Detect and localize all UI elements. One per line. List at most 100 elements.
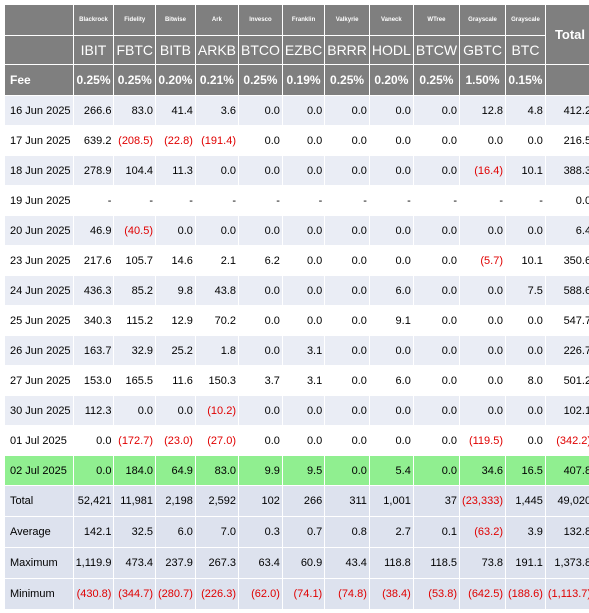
row-total-cell: 547.7 xyxy=(544,305,589,336)
flow-cell: 115.2 xyxy=(113,305,157,336)
summary-cell: (23,333) xyxy=(459,485,507,517)
table-row: 18 Jun 2025 278.9 104.4 11.3 0.0 0.0 0.0 0.0 0.0… xyxy=(4,155,589,186)
summary-cell: 32.5 xyxy=(113,516,157,548)
flow-cell: 41.4 xyxy=(155,95,196,126)
row-date: 02 Jul 2025 xyxy=(4,455,74,486)
ticker-header-row: IBIT FBTC BITB ARKB BTCO EZBC BRRR HODL BTCW GBTC… xyxy=(4,35,589,65)
flow-cell: 0.0 xyxy=(412,425,461,456)
row-total-cell: 216.5 xyxy=(544,125,589,156)
flow-cell: - xyxy=(72,185,115,216)
flow-cell: 0.0 xyxy=(412,455,461,486)
row-total-cell: 350.6 xyxy=(544,245,589,276)
summary-cell: 102 xyxy=(238,485,283,517)
flow-cell: 217.6 xyxy=(72,245,115,276)
flow-cell: 0.0 xyxy=(72,455,115,486)
summary-label: Maximum xyxy=(4,547,74,579)
flow-cell: 0.0 xyxy=(459,215,507,246)
flow-cell: 0.0 xyxy=(113,395,157,426)
total-header: Total xyxy=(544,4,589,65)
summary-cell: (74.1) xyxy=(281,578,326,610)
fee-cell: 0.20% xyxy=(368,64,414,96)
flow-cell: 1.8 xyxy=(194,335,240,366)
ticker-header: BTC xyxy=(505,35,546,65)
table-row: 20 Jun 2025 46.9 (40.5) 0.0 0.0 0.0 0.0 0.0 0.0 0… xyxy=(4,215,589,246)
provider-header-row: Blackrock Fidelity Bitwise Ark Invesco Frankl… xyxy=(4,4,589,65)
row-date: 30 Jun 2025 xyxy=(4,395,74,426)
summary-cell: 3.9 xyxy=(505,516,546,548)
table-row: 19 Jun 2025-----------0.0 xyxy=(4,185,589,216)
flow-cell: 0.0 xyxy=(281,215,326,246)
flow-cell: (27.0) xyxy=(194,425,240,456)
summary-cell: (188.6) xyxy=(505,578,546,610)
flow-cell: - xyxy=(324,185,370,216)
flow-cell: 163.7 xyxy=(72,335,115,366)
flow-cell: 0.0 xyxy=(459,395,507,426)
fee-cell: 0.19% xyxy=(281,64,326,96)
fee-cell: 0.15% xyxy=(505,64,546,96)
summary-label: Average xyxy=(4,516,74,548)
flow-cell: 9.5 xyxy=(281,455,326,486)
row-total-cell: 0.0 xyxy=(544,185,589,216)
flow-cell: 0.0 xyxy=(155,215,196,246)
flow-cell: 0.0 xyxy=(368,245,414,276)
flow-cell: 11.3 xyxy=(155,155,196,186)
flow-cell: (172.7) xyxy=(113,425,157,456)
flow-cell: 340.3 xyxy=(72,305,115,336)
fee-cell: 0.25% xyxy=(113,64,157,96)
daily-flow-rows: 16 Jun 2025 266.6 83.0 41.4 3.6 0.0 0.0 0.0 0.0 0… xyxy=(4,95,589,486)
summary-cell: 132.8 xyxy=(544,516,589,548)
flow-cell: 0.0 xyxy=(238,215,283,246)
flow-cell: 104.4 xyxy=(113,155,157,186)
row-total-cell: 388.3 xyxy=(544,155,589,186)
summary-cell: 237.9 xyxy=(155,547,196,579)
table-row: 16 Jun 2025 266.6 83.0 41.4 3.6 0.0 0.0 0.0 0.0 0… xyxy=(4,95,589,126)
summary-cell: (430.8) xyxy=(72,578,115,610)
flow-cell: 0.0 xyxy=(324,335,370,366)
ticker-header: BTCO xyxy=(238,35,283,65)
summary-cell: (226.3) xyxy=(194,578,240,610)
flow-cell: 14.6 xyxy=(155,245,196,276)
flow-cell: 0.0 xyxy=(238,395,283,426)
flow-cell: 0.0 xyxy=(324,125,370,156)
flow-cell: 3.6 xyxy=(194,95,240,126)
flow-cell: 0.0 xyxy=(281,125,326,156)
flow-cell: 184.0 xyxy=(113,455,157,486)
flow-cell: 9.8 xyxy=(155,275,196,306)
summary-row: Minimum (430.8) (344.7) (280.7) (226.3) (62.0… xyxy=(4,578,589,610)
summary-cell: (63.2) xyxy=(459,516,507,548)
summary-cell: 1,445 xyxy=(505,485,546,517)
etf-flow-table-container: Blackrock Fidelity Bitwise Ark Invesco Frankl… xyxy=(4,4,589,610)
flow-cell: 0.0 xyxy=(324,95,370,126)
flow-cell: 6.2 xyxy=(238,245,283,276)
flow-cell: 0.0 xyxy=(324,275,370,306)
fee-cell: 0.25% xyxy=(324,64,370,96)
row-date: 27 Jun 2025 xyxy=(4,365,74,396)
summary-cell: 473.4 xyxy=(113,547,157,579)
fee-total-blank xyxy=(544,64,589,96)
fee-cell: 0.25% xyxy=(412,64,461,96)
table-row: 27 Jun 2025 153.0 165.5 11.6 150.3 3.7 3.1 0.0 6… xyxy=(4,365,589,396)
summary-cell: (642.5) xyxy=(459,578,507,610)
flow-cell: - xyxy=(155,185,196,216)
flow-cell: 0.0 xyxy=(324,365,370,396)
row-date: 24 Jun 2025 xyxy=(4,275,74,306)
flow-cell: 0.0 xyxy=(412,125,461,156)
row-total-cell: 407.8 xyxy=(544,455,589,486)
flow-cell: 9.1 xyxy=(368,305,414,336)
row-date: 20 Jun 2025 xyxy=(4,215,74,246)
summary-cell: 311 xyxy=(324,485,370,517)
flow-cell: 0.0 xyxy=(412,335,461,366)
flow-cell: 266.6 xyxy=(72,95,115,126)
flow-cell: (16.4) xyxy=(459,155,507,186)
provider-header: WTree xyxy=(412,4,461,36)
flow-cell: 0.0 xyxy=(412,95,461,126)
flow-cell: (40.5) xyxy=(113,215,157,246)
summary-cell: 37 xyxy=(412,485,461,517)
flow-cell: 11.6 xyxy=(155,365,196,396)
row-total-cell: 102.1 xyxy=(544,395,589,426)
row-total-cell: (342.2) xyxy=(544,425,589,456)
fee-label: Fee xyxy=(4,64,74,96)
provider-header: Valkyrie xyxy=(324,4,370,36)
fee-cell: 1.50% xyxy=(459,64,507,96)
flow-cell: - xyxy=(505,185,546,216)
